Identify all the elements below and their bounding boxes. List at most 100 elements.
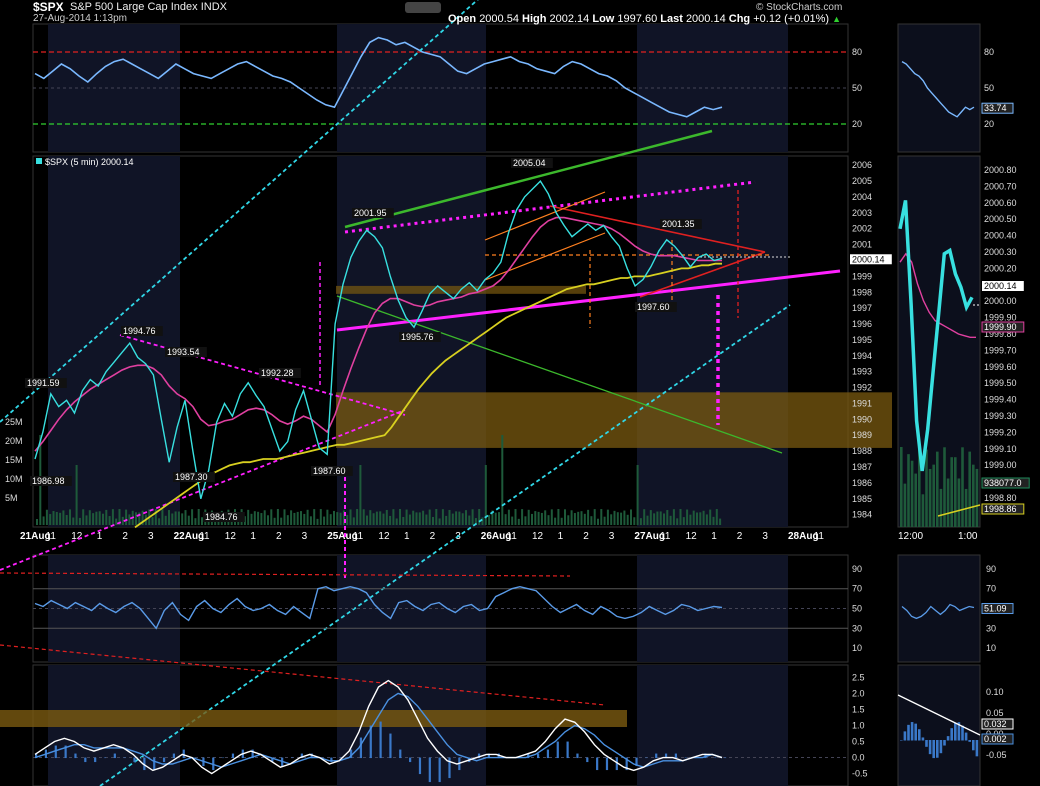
volume-bar — [191, 509, 194, 525]
macd-hist-bar — [674, 753, 677, 759]
macd-hist-bar — [724, 757, 727, 759]
volume-bar — [115, 518, 118, 525]
side-price-tick-10: 1999.80 — [984, 329, 1017, 339]
rsi-top-side-tick-0: 80 — [984, 47, 994, 57]
side-volume-bar — [961, 447, 964, 527]
volume-bar — [372, 513, 375, 525]
volume-bar — [646, 515, 649, 525]
side-price-tick-16: 1999.20 — [984, 427, 1017, 437]
volume-bar — [719, 518, 722, 525]
volume-bar — [679, 509, 682, 525]
volume-bar — [451, 513, 454, 525]
price-annotation-6-box — [259, 368, 301, 378]
x-tick-21: 1 — [558, 531, 564, 542]
volume-bar — [171, 513, 174, 525]
volume-bar — [399, 509, 401, 525]
x-tick-9: 1 — [250, 531, 256, 542]
macd-hist-bar — [399, 749, 402, 759]
side-macd-hist — [946, 736, 950, 741]
price-current-box — [850, 254, 892, 265]
side-label-0-box — [982, 281, 1024, 291]
x-tick-28: 2 — [737, 531, 743, 542]
rsi-top-current-box — [981, 102, 1014, 114]
macd-hist-bar — [310, 753, 313, 759]
side-price-tick-4: 2000.40 — [984, 231, 1017, 241]
macd-hist-bar — [477, 753, 481, 759]
volume-bar — [395, 518, 398, 525]
volume-bar — [247, 509, 250, 525]
volume-bar — [564, 509, 566, 525]
volume-bar — [656, 511, 659, 525]
x-tick-24: 27Aug — [634, 531, 665, 542]
volume-bar — [544, 510, 547, 525]
volume-bar — [484, 465, 487, 525]
macd-red-line — [0, 644, 606, 706]
side-label-1-box — [981, 321, 1025, 333]
volume-bar — [583, 513, 586, 525]
chart-menu-button[interactable] — [405, 2, 441, 13]
x-tick-29: 3 — [762, 531, 768, 542]
volume-bar — [511, 516, 514, 525]
volume-bar — [550, 509, 553, 525]
volume-bar — [474, 518, 477, 525]
volume-bar — [663, 513, 665, 525]
price-annotation-4: 1987.30 — [175, 472, 208, 482]
side-macd-hist — [975, 740, 979, 757]
volume-bar — [366, 515, 368, 525]
volume-bar — [636, 465, 639, 525]
volume-bar — [98, 511, 101, 525]
side-label-1: 1999.90 — [984, 322, 1017, 332]
side-price-tick-2: 2000.60 — [984, 198, 1017, 208]
macd-hist-bar — [536, 753, 540, 759]
chg-value: +0.12 (+0.01%) — [753, 13, 830, 25]
macd-hist-bar — [172, 753, 175, 759]
price-tick-2: 2004 — [852, 192, 872, 202]
side-macd-hist — [968, 740, 971, 742]
price-annotation-4-box — [173, 472, 215, 482]
price-annotation-11: 2001.35 — [662, 219, 695, 229]
price-annotation-5-box — [203, 512, 245, 522]
macd-tick-4: 0.5 — [852, 737, 865, 747]
macd-hist-bar — [645, 757, 648, 759]
volume-bar — [184, 510, 187, 525]
volume-bar — [488, 514, 491, 525]
side-panel-bg-2 — [897, 554, 981, 663]
macd-hist-bar — [487, 753, 490, 759]
volume-bar — [382, 513, 385, 525]
volume-bar — [375, 511, 378, 525]
side-label-2: 938077.0 — [984, 478, 1022, 488]
macd-line — [34, 679, 723, 775]
macd-hist-bar — [714, 757, 717, 759]
macd-hist-bar — [438, 757, 441, 783]
volume-bar — [702, 510, 705, 525]
macd-side-tick-3: -0.05 — [986, 750, 1007, 760]
rsi-mid-side-tick-4: 10 — [986, 643, 996, 653]
price-annotation-0: 1991.59 — [27, 378, 60, 388]
side-volume-bar — [950, 457, 953, 527]
macd-hist-bar — [566, 741, 569, 759]
rsi-mid-current: 51.09 — [984, 604, 1007, 614]
macd-side-tick-0: 0.10 — [986, 687, 1004, 697]
price-annotation-9-box — [399, 332, 441, 342]
volume-bar — [412, 510, 415, 525]
volume-bar — [306, 509, 309, 525]
volume-bar — [121, 516, 124, 525]
price-tick-7: 1999 — [852, 271, 872, 281]
side-macd-hist — [914, 723, 917, 741]
rsi-mid-side-tick-1: 70 — [986, 584, 996, 594]
volume-bar — [478, 509, 481, 525]
up-arrow-icon: ▲ — [832, 14, 842, 24]
macd-hist-bar — [113, 753, 116, 759]
volume-bar — [273, 517, 276, 525]
side-price-tick-12: 1999.60 — [984, 362, 1017, 372]
volume-bar — [65, 515, 68, 525]
volume-bar — [689, 514, 692, 525]
macd-hist-bar — [162, 757, 166, 763]
volume-bar — [128, 514, 131, 525]
volume-bar — [111, 509, 114, 525]
volume-bar — [336, 512, 339, 525]
x-tick-30: 28Aug — [788, 531, 819, 542]
volume-tick-1: 20M — [5, 436, 23, 446]
volume-bar — [666, 510, 669, 525]
volume-bar — [316, 518, 319, 525]
